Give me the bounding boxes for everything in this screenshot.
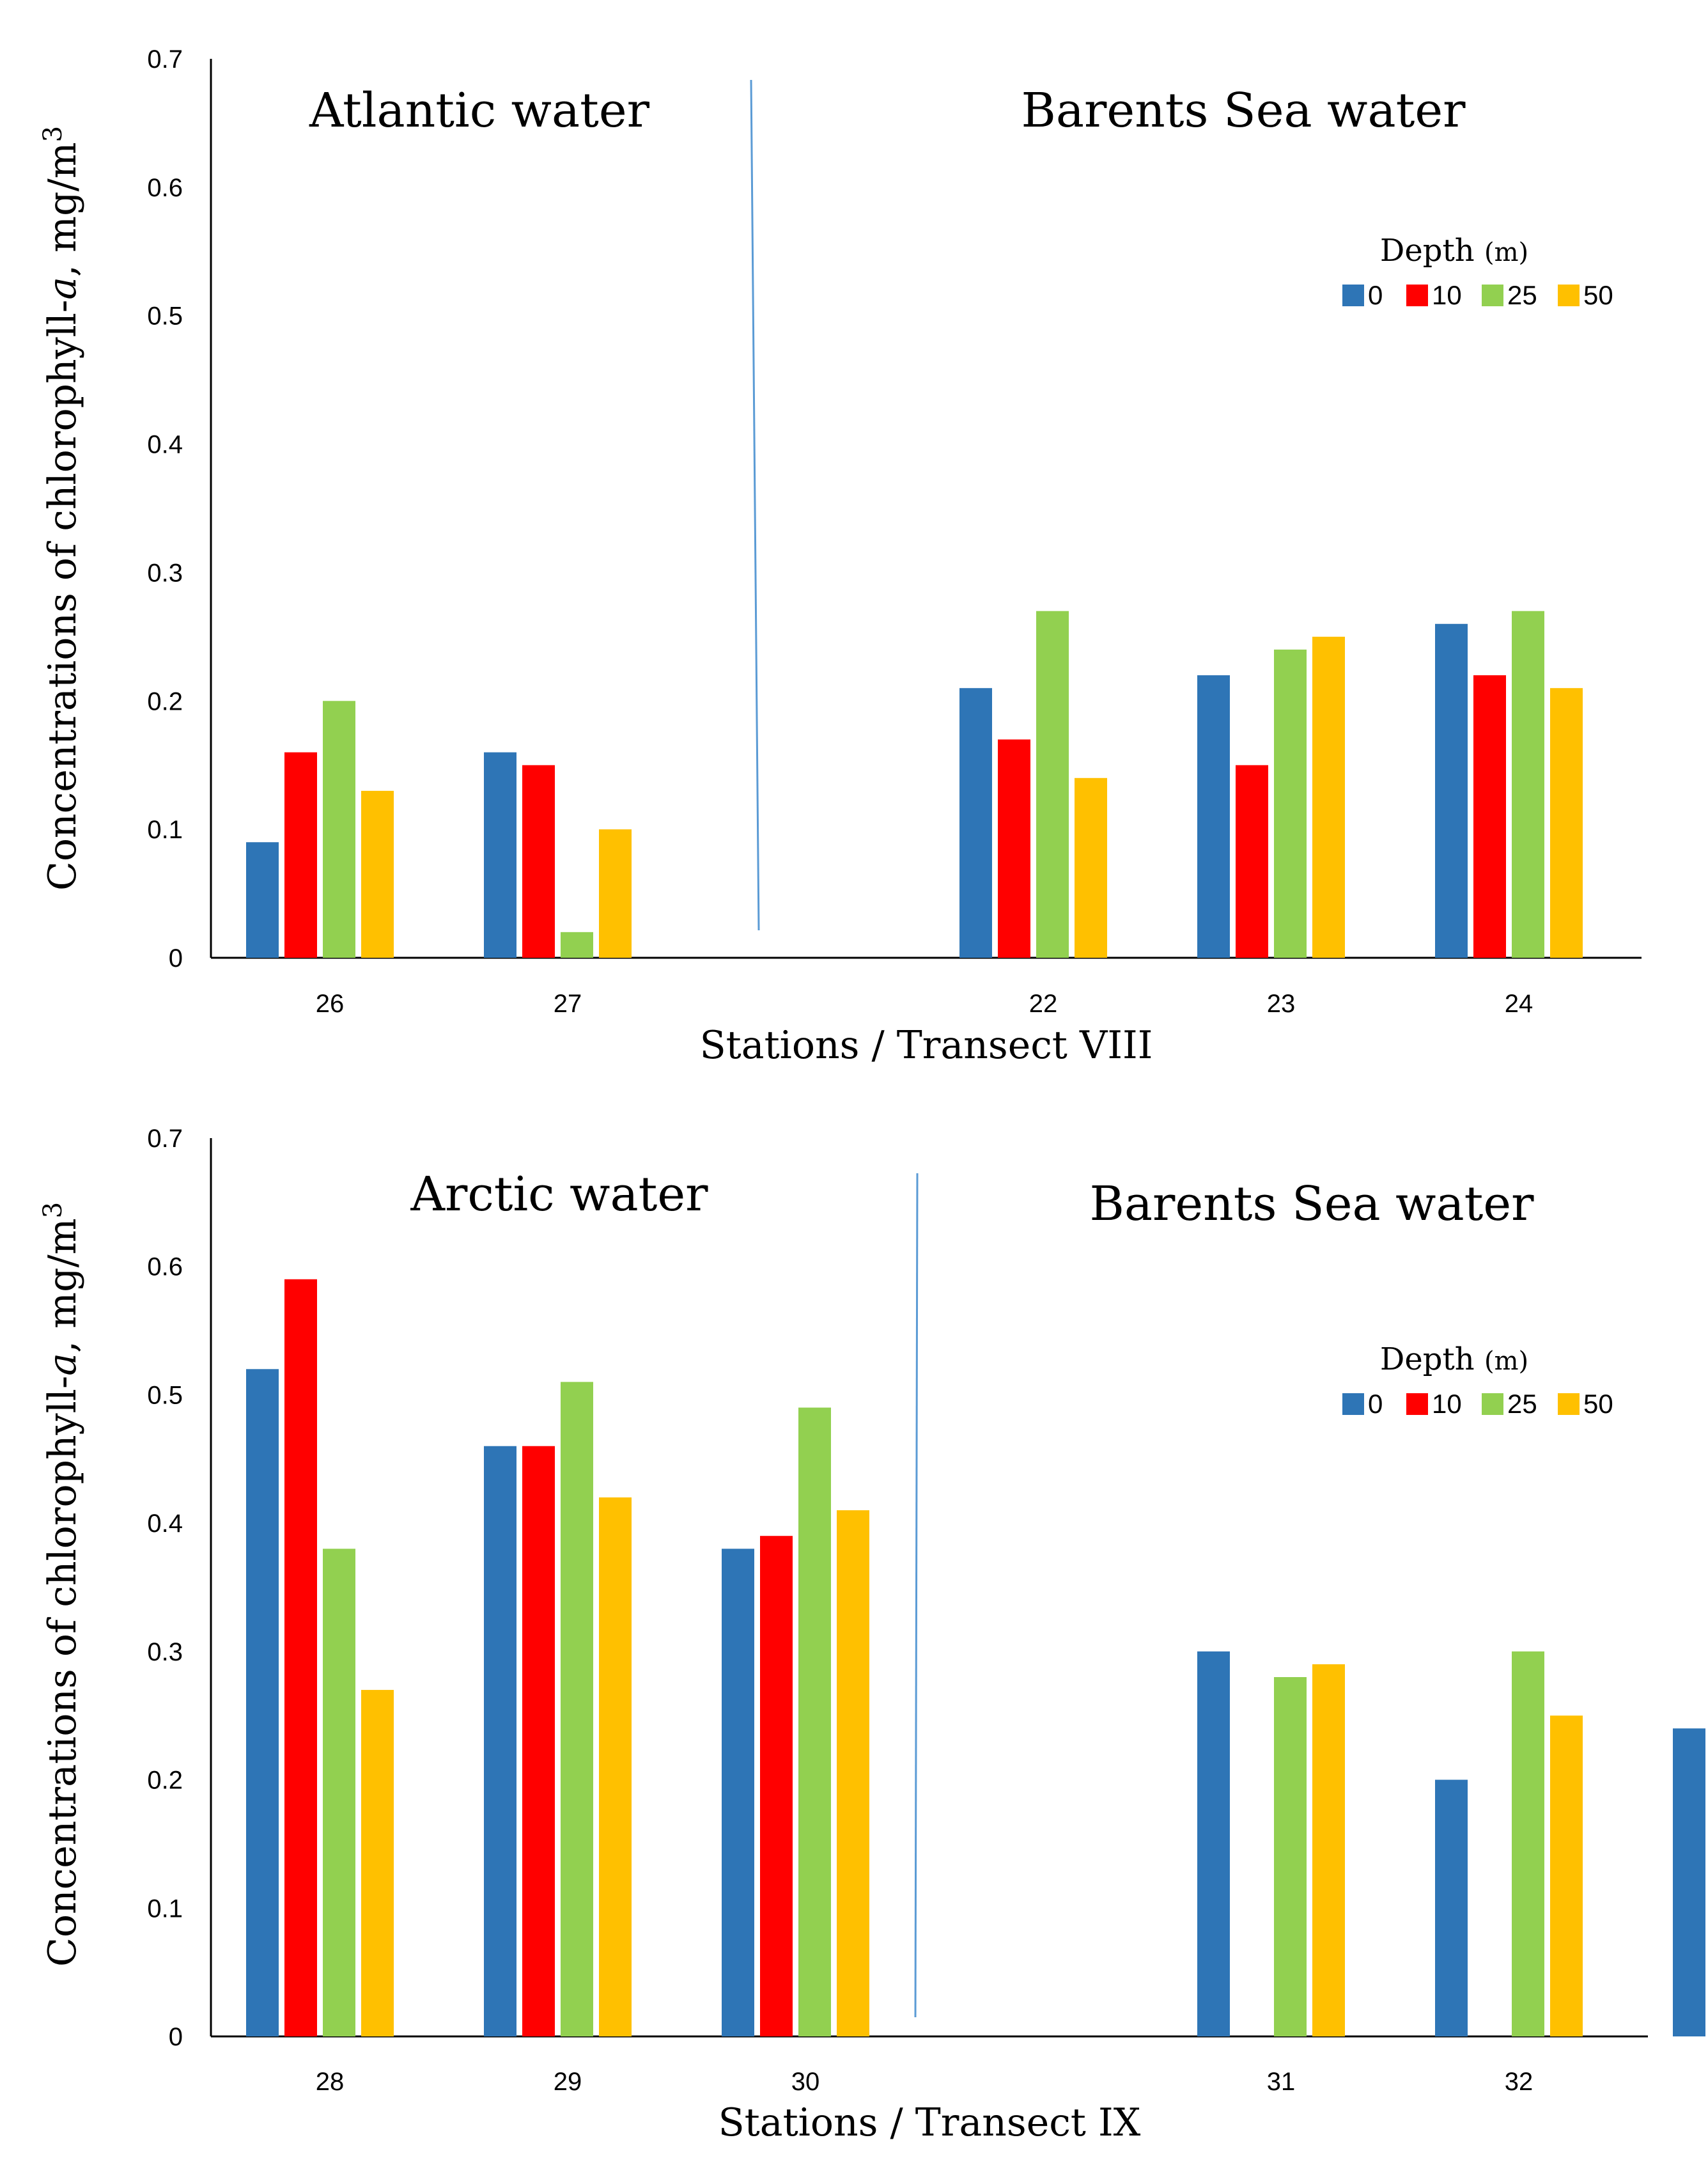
x-axis-title: Stations / Transect IX xyxy=(718,2100,1141,2145)
bar-station-27-depth-0 xyxy=(484,752,516,958)
x-tick-label: 32 xyxy=(1505,2068,1533,2096)
x-tick-label: 27 xyxy=(554,990,582,1018)
bar-station-23-depth-50 xyxy=(1312,636,1345,958)
region-label: Atlantic water xyxy=(309,83,650,138)
legend-label-depth-0: 0 xyxy=(1368,1389,1383,1419)
legend-label-depth-25: 25 xyxy=(1507,1389,1537,1419)
x-tick-label: 23 xyxy=(1267,990,1296,1018)
bar-station-30-depth-25 xyxy=(798,1407,831,2036)
legend-swatch-depth-50 xyxy=(1558,1393,1580,1415)
bar-station-28-depth-50 xyxy=(361,1690,394,2036)
x-tick-label: 22 xyxy=(1029,990,1058,1018)
bar-station-22-depth-50 xyxy=(1075,777,1107,958)
legend-swatch-depth-25 xyxy=(1482,285,1503,306)
bar-station-30-depth-0 xyxy=(722,1549,754,2036)
legend: Depth (m) 0 10 25 50 xyxy=(1342,233,1613,310)
water-mass-divider xyxy=(914,1173,919,2018)
y-tick-label: 0.4 xyxy=(147,431,183,459)
y-tick-label: 0.5 xyxy=(147,1381,183,1409)
bar-station-22-depth-10 xyxy=(998,739,1030,958)
x-tick-label: 28 xyxy=(316,2068,345,2096)
bar-station-30-depth-10 xyxy=(760,1536,793,2036)
legend-label-depth-25: 25 xyxy=(1507,280,1537,310)
bar-station-24-depth-50 xyxy=(1550,688,1583,958)
bar-station-32-depth-0 xyxy=(1435,1779,1468,2036)
bar-station-29-depth-10 xyxy=(522,1446,555,2036)
bar-station-28-depth-0 xyxy=(246,1369,279,2036)
bar-station-32-depth-50 xyxy=(1550,1715,1583,2036)
bar-station-33-depth-0 xyxy=(1673,1728,1705,2036)
legend-swatch-depth-0 xyxy=(1342,285,1364,306)
bar-station-27-depth-25 xyxy=(561,932,593,958)
x-tick-label: 26 xyxy=(316,990,345,1018)
legend-swatch-depth-10 xyxy=(1406,1393,1428,1415)
chart-1: 0 0.1 0.2 0.3 0.4 0.5 0.6 0.7 26 27 22 23 24 Atlantic… xyxy=(38,45,1642,1068)
y-tick-label: 0.1 xyxy=(147,816,183,844)
bar-station-23-depth-25 xyxy=(1274,649,1307,958)
bar-station-27-depth-50 xyxy=(599,829,632,958)
bar-station-23-depth-0 xyxy=(1197,675,1230,958)
y-tick-label: 0.4 xyxy=(147,1510,183,1538)
bar-station-26-depth-50 xyxy=(361,790,394,958)
y-axis-title: Concentrations of chlorophyll-a, mg/m3 xyxy=(38,1202,85,1967)
x-tick-label: 29 xyxy=(554,2068,582,2096)
bar-station-31-depth-25 xyxy=(1274,1677,1307,2036)
y-tick-label: 0.3 xyxy=(147,559,183,587)
legend-title: Depth (m) xyxy=(1380,1341,1528,1377)
legend-label-depth-10: 10 xyxy=(1432,1389,1462,1419)
bar-station-32-depth-25 xyxy=(1512,1651,1544,2036)
y-axis-title: Concentrations of chlorophyll-a, mg/m3 xyxy=(38,126,85,891)
region-label: Barents Sea water xyxy=(1089,1176,1534,1231)
bar-station-26-depth-25 xyxy=(323,701,355,958)
bar-station-24-depth-10 xyxy=(1473,675,1506,958)
legend-swatch-depth-10 xyxy=(1406,285,1428,306)
legend-swatch-depth-50 xyxy=(1558,285,1580,306)
bar-station-30-depth-50 xyxy=(837,1510,869,2036)
y-tick-label: 0.6 xyxy=(147,1253,183,1281)
legend: Depth (m) 0 10 25 50 xyxy=(1342,1341,1613,1419)
bar-station-29-depth-0 xyxy=(484,1446,516,2036)
chart-2: 00.10.20.30.40.50.60.7282930313233Arctic… xyxy=(38,1125,1705,2145)
bar-station-31-depth-0 xyxy=(1197,1651,1230,2036)
legend-swatch-depth-0 xyxy=(1342,1393,1364,1415)
y-tick-label: 0.6 xyxy=(147,174,183,202)
bar-station-29-depth-50 xyxy=(599,1497,632,2036)
legend-label-depth-10: 10 xyxy=(1432,280,1462,310)
y-tick-label: 0 xyxy=(169,2023,183,2051)
y-tick-label: 0.7 xyxy=(147,45,183,74)
bar-station-29-depth-25 xyxy=(561,1382,593,2036)
bar-station-26-depth-0 xyxy=(246,842,279,958)
legend-label-depth-0: 0 xyxy=(1368,280,1383,310)
y-tick-label: 0.2 xyxy=(147,687,183,715)
y-tick-label: 0 xyxy=(169,944,183,972)
bar-station-24-depth-25 xyxy=(1512,611,1544,958)
bar-station-22-depth-25 xyxy=(1036,611,1069,958)
region-label: Arctic water xyxy=(410,1167,709,1222)
x-axis-title: Stations / Transect VIII xyxy=(700,1023,1153,1068)
x-tick-label: 31 xyxy=(1267,2068,1296,2096)
x-tick-label: 24 xyxy=(1505,990,1533,1018)
legend-label-depth-50: 50 xyxy=(1583,1389,1613,1419)
water-mass-divider xyxy=(750,79,760,931)
bar-station-26-depth-10 xyxy=(284,752,317,958)
y-tick-label: 0.2 xyxy=(147,1767,183,1795)
legend-swatch-depth-25 xyxy=(1482,1393,1503,1415)
bar-station-23-depth-10 xyxy=(1236,765,1268,958)
y-tick-label: 0.5 xyxy=(147,302,183,331)
x-tick-label: 30 xyxy=(791,2068,820,2096)
bar-station-31-depth-50 xyxy=(1312,1664,1345,2036)
region-label: Barents Sea water xyxy=(1021,83,1466,138)
y-tick-label: 0.3 xyxy=(147,1638,183,1666)
bar-station-28-depth-25 xyxy=(323,1549,355,2036)
legend-label-depth-50: 50 xyxy=(1583,280,1613,310)
y-tick-label: 0.7 xyxy=(147,1125,183,1153)
bar-station-24-depth-0 xyxy=(1435,623,1468,958)
y-tick-label: 0.1 xyxy=(147,1894,183,1923)
bar-station-27-depth-10 xyxy=(522,765,555,958)
legend-title: Depth (m) xyxy=(1380,233,1528,269)
bar-station-22-depth-0 xyxy=(959,688,992,958)
bar-station-28-depth-10 xyxy=(284,1279,317,2036)
